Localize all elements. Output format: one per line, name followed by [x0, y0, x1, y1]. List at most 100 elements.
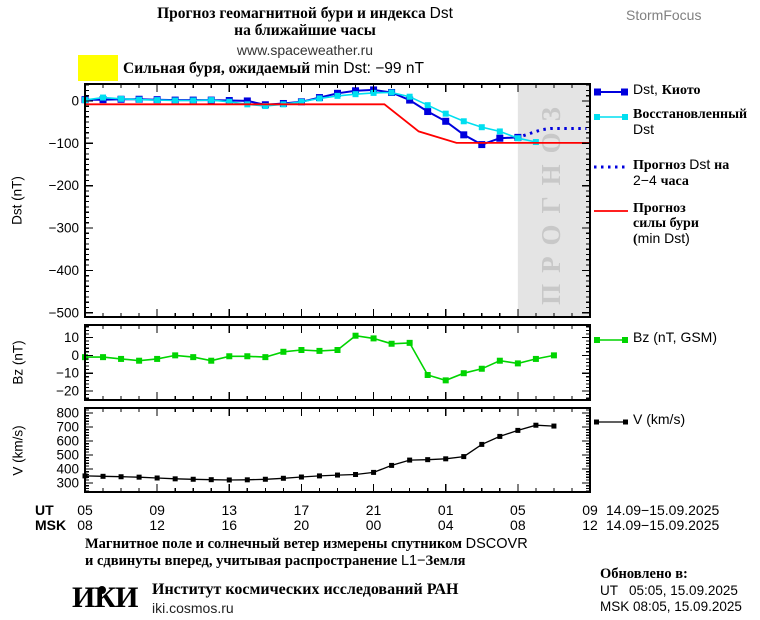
- series-marker: [280, 348, 287, 355]
- dst-axis-title: Dst (nT): [9, 176, 25, 225]
- bz-legend-label: Bz (nT, GSM): [633, 329, 718, 345]
- series-marker: [551, 423, 557, 429]
- series-marker: [262, 103, 269, 110]
- x-tick-label: 05: [510, 502, 526, 518]
- y-tick-label: −500: [49, 305, 79, 320]
- series-marker: [154, 97, 161, 104]
- series-marker: [243, 97, 251, 105]
- series-marker: [389, 462, 395, 468]
- v-axis-title: V (km/s): [10, 425, 26, 476]
- series-marker: [443, 456, 449, 462]
- series-marker: [226, 353, 233, 360]
- updated-msk: MSK 08:05, 15.09.2025: [600, 599, 742, 614]
- y-tick-label: −20: [56, 384, 79, 399]
- series-marker: [352, 91, 359, 98]
- series-marker: [478, 124, 485, 131]
- forecast-dst-legend-label: Прогноз Dst на 2−4 часа: [633, 156, 730, 190]
- series-marker: [154, 475, 160, 481]
- y-tick-label: 600: [56, 433, 79, 448]
- x-tick-label: 13: [221, 502, 238, 518]
- panel-bz: 10 0 −10 −20: [56, 324, 591, 401]
- y-tick-label: −10: [56, 366, 79, 381]
- series-marker: [226, 98, 233, 105]
- updated-ut: UT 05:05, 15.09.2025: [600, 583, 738, 598]
- x-tick-label: 12: [149, 517, 165, 533]
- page-title-line1: Прогноз геомагнитной бури и индекса Dst: [157, 5, 453, 22]
- x-tick-label: 21: [365, 502, 382, 518]
- series-marker: [100, 354, 107, 361]
- series-marker: [226, 477, 232, 483]
- series-marker: [208, 97, 215, 104]
- dst-kyoto-legend-marker: [592, 85, 630, 103]
- series-marker: [136, 474, 142, 480]
- y-tick-label: 10: [64, 330, 79, 345]
- x-tick-label: 01: [437, 502, 454, 518]
- series-marker: [190, 354, 197, 361]
- y-tick-label: −300: [49, 221, 79, 236]
- series-marker: [442, 110, 449, 117]
- x-tick-label: 20: [293, 517, 310, 533]
- storm-strength-legend-marker: [592, 204, 630, 222]
- series-marker: [514, 135, 521, 142]
- institute-name: Институт космических исследований РАН: [152, 581, 459, 598]
- series-marker: [352, 87, 360, 95]
- iki-logo: ИКИ: [72, 581, 138, 615]
- series-marker: [478, 141, 486, 149]
- ut-row-label: UT: [35, 502, 54, 518]
- msk-date-range: 14.09−15.09.2025: [606, 517, 720, 533]
- series-marker: [172, 352, 179, 359]
- series-marker: [298, 474, 304, 480]
- dst-kyoto-legend-label: Dst, Киото: [633, 81, 701, 99]
- y-tick-label: 700: [56, 419, 79, 434]
- msk-row-label: MSK: [35, 517, 67, 533]
- x-axis-msk-row: MSK 14.09−15.09.2025 08 12 16 20 00 04 08 12: [0, 517, 760, 533]
- series-marker: [460, 370, 467, 377]
- footnote-line1: Магнитное поле и солнечный ветер измерен…: [85, 536, 528, 552]
- x-axis-ut-row: UT 14.09−15.09.2025 05 09 13 17 21 01 05 09: [0, 502, 760, 518]
- series-marker: [262, 354, 269, 361]
- y-tick-label: 500: [56, 447, 79, 462]
- series-marker: [514, 360, 521, 367]
- series-marker: [550, 352, 557, 359]
- series-marker: [496, 134, 504, 142]
- series-marker: [424, 372, 431, 378]
- bz-legend-marker: [592, 333, 630, 351]
- series-marker: [100, 473, 106, 479]
- series-marker: [371, 469, 377, 475]
- x-tick-label: 16: [221, 517, 238, 533]
- series-line: [84, 91, 537, 143]
- y-tick-label: 0: [71, 93, 79, 108]
- series-marker: [334, 347, 341, 353]
- series-marker: [298, 98, 305, 105]
- x-tick-label: 12: [582, 517, 598, 533]
- x-tick-label: 04: [437, 517, 454, 533]
- forecast-dst-legend-marker: [592, 160, 630, 178]
- series-marker: [352, 332, 359, 339]
- series-marker: [515, 427, 521, 433]
- series-line: [85, 103, 590, 144]
- v-legend-label: V (km/s): [633, 411, 686, 427]
- panel-frame: [84, 83, 591, 318]
- forecast-zone-label: ПРОГНОЗ: [536, 96, 566, 305]
- series-marker: [316, 95, 323, 102]
- series-marker: [479, 441, 485, 447]
- series-line: [84, 424, 554, 481]
- series-marker: [370, 335, 377, 342]
- x-tick-label: 09: [582, 502, 598, 518]
- series-marker: [496, 128, 503, 135]
- storm-strength-legend-label: Прогноз силы бури (min Dst): [633, 201, 699, 247]
- x-tick-label: 00: [365, 517, 382, 533]
- y-tick-label: −400: [49, 263, 79, 278]
- series-marker: [172, 97, 179, 104]
- series-marker: [172, 476, 178, 482]
- legend-storm-strength: Прогноз силы бури (min Dst): [592, 201, 721, 247]
- series-marker: [442, 117, 450, 125]
- series-marker: [190, 97, 197, 104]
- header: Прогноз геомагнитной бури и индекса Dst …: [40, 5, 570, 58]
- forecast-zone: [517, 84, 590, 317]
- restored-dst-legend-marker: [592, 110, 630, 128]
- series-marker: [316, 347, 323, 354]
- x-tick-label: 08: [510, 517, 526, 533]
- y-tick-label: 800: [56, 405, 79, 420]
